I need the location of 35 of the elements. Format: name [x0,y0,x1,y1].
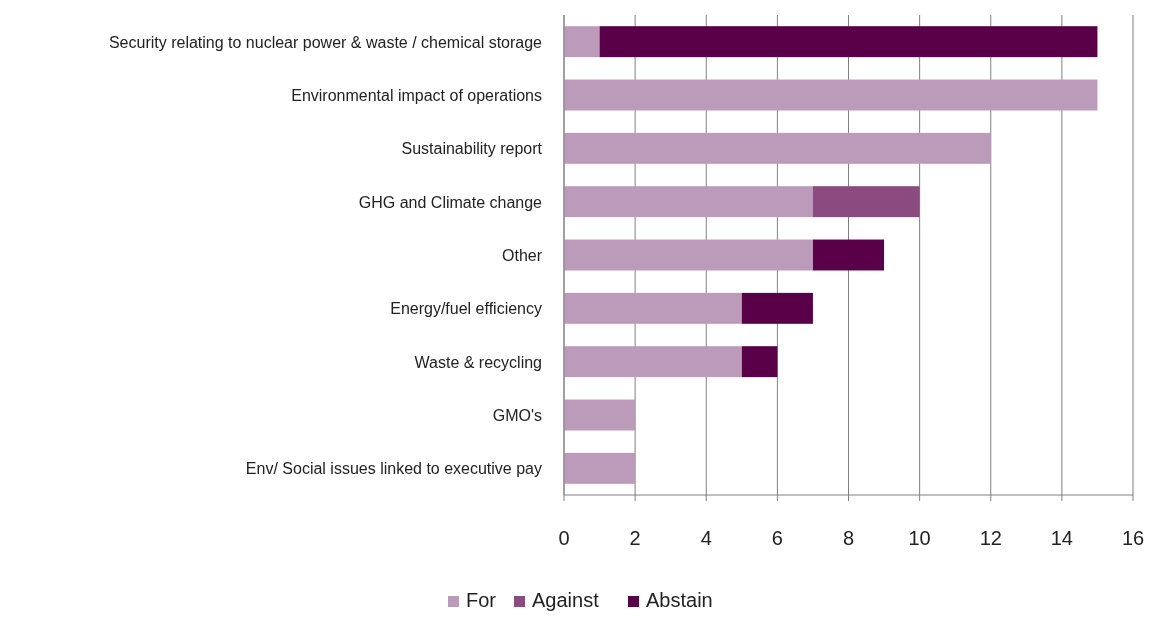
bar [564,292,742,324]
bar [564,132,991,164]
x-tick-label: 2 [629,527,641,549]
x-tick-label: 16 [1121,527,1145,549]
x-tick-label: 10 [908,527,931,549]
bar [812,239,885,271]
bar [599,26,1098,58]
bar [564,399,636,431]
y-tick-label: Env/ Social issues linked to executive pay [245,460,542,478]
bar [564,452,636,484]
x-tick-label: 8 [842,527,855,549]
x-tick-label: 14 [1050,527,1073,549]
bar [564,186,813,218]
y-tick-label: Energy/fuel efficiency [390,300,542,318]
y-tick-label: Waste & recycling [414,353,542,371]
bar [741,292,813,324]
x-tick-label: 0 [558,527,570,549]
legend-label: Against [532,589,600,611]
bar [564,79,1098,111]
bar [741,346,778,378]
legend-label: Abstain [646,589,713,611]
x-tick-label: 6 [771,527,783,549]
legend-label: For [466,589,497,611]
x-tick-label: 4 [700,527,712,549]
bar [564,239,813,271]
bar [812,186,920,218]
bar [564,346,742,378]
x-tick-label: 12 [979,527,1002,549]
y-tick-label: Sustainability report [401,140,543,158]
bar [564,26,600,58]
y-tick-label: Other [501,247,543,264]
y-tick-label: Security relating to nuclear power & waste / chemical storage [108,33,543,51]
y-tick-label: GHG and Climate change [358,193,543,211]
y-tick-label: Environmental impact of operations [291,87,542,104]
y-tick-label: GMO's [492,407,542,424]
